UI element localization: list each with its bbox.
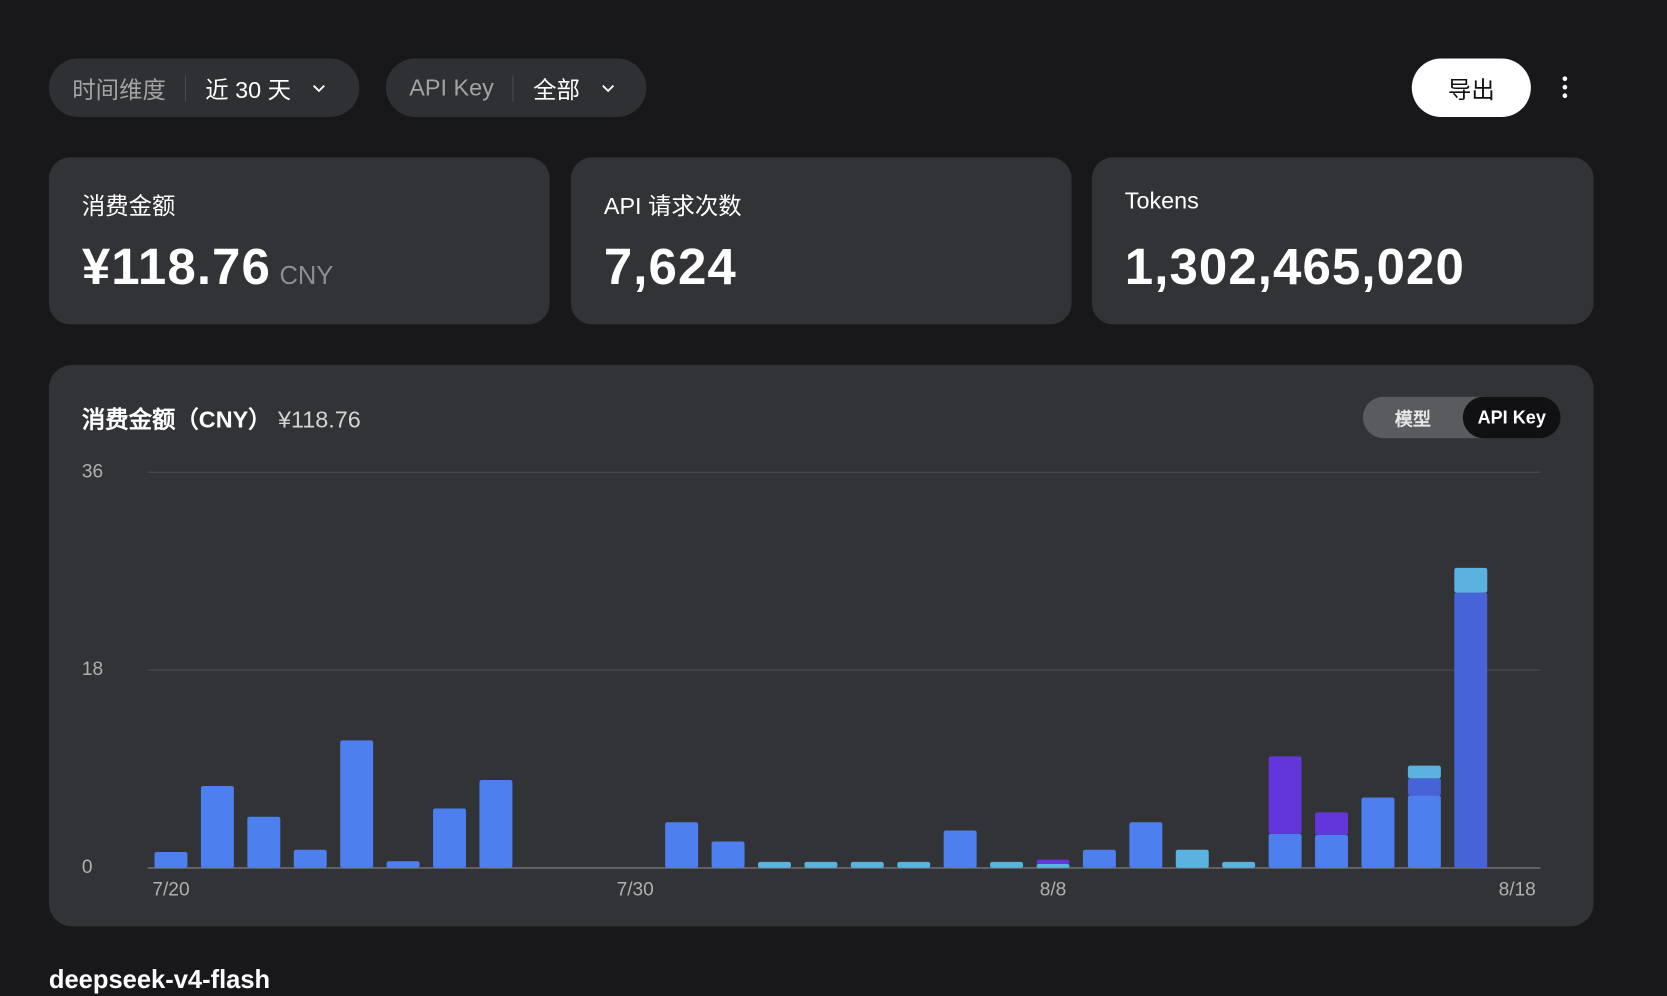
y-tick-label: 36 [82, 461, 103, 482]
stat-card: Tokens 1,302,465,020 [1091, 157, 1594, 325]
bar-segment [711, 841, 745, 868]
x-tick-label: 8/18 [1499, 879, 1536, 900]
bar-segment [386, 861, 420, 868]
stat-card: 消费金额 ¥118.76 CNY [48, 157, 550, 325]
bar-segment [1361, 797, 1395, 868]
y-tick-label: 0 [82, 857, 93, 878]
stat-value: 7,624 [603, 239, 737, 296]
bar-segment [247, 816, 281, 868]
stat-value-row: ¥118.76 CNY [82, 238, 333, 296]
bar-segment [1315, 812, 1349, 835]
bar-segment [1082, 849, 1116, 868]
stat-value: 1,302,465,020 [1124, 239, 1465, 296]
stat-label: API 请求次数 [603, 192, 742, 220]
divider [512, 74, 514, 101]
time-filter[interactable]: 时间维度 近 30 天 [48, 58, 360, 117]
view-toggle: 模型 API Key [1362, 396, 1561, 439]
bar-segment [665, 822, 699, 868]
bar-segment [1315, 834, 1349, 868]
bar-segment [293, 849, 327, 868]
bar-segment [479, 779, 513, 868]
bar-segment [1222, 861, 1256, 868]
bar-segment [1268, 833, 1302, 868]
chevron [601, 84, 614, 92]
divider [184, 74, 187, 101]
chart-heading: 消费金额（CNY） ¥118.76 [82, 401, 361, 435]
bar-segment [1036, 864, 1070, 868]
key-filter[interactable]: API Key 全部 [385, 58, 647, 117]
bar-segment [1407, 795, 1441, 868]
chart-card: 消费金额（CNY） ¥118.76 模型 API Key 0 18 36 7/20 7/30… [48, 364, 1594, 927]
bar-segment [757, 861, 791, 868]
filter-value: 全部 [533, 76, 580, 103]
bar-segment [1454, 567, 1488, 593]
bar-segment [1268, 756, 1302, 834]
y-tick-label: 18 [82, 659, 103, 680]
bar-segment [200, 786, 234, 868]
more-menu[interactable] [1554, 72, 1575, 102]
stat-label: 消费金额 [81, 192, 176, 220]
chart-title: 消费金额（CNY） [81, 406, 272, 433]
bar-segment [990, 861, 1024, 868]
toggle-option[interactable]: API Key [1462, 396, 1561, 439]
x-tick-label: 8/8 [1040, 879, 1067, 900]
bar-segment [1407, 778, 1441, 796]
stat-value: ¥118.76 [81, 239, 271, 296]
x-tick-label: 7/30 [617, 879, 654, 900]
bar-segment [804, 861, 838, 868]
bar-segment [897, 861, 931, 868]
bar-segment [1407, 765, 1441, 779]
bar-segment [943, 830, 977, 868]
bar-segment [154, 851, 188, 868]
filter-value: 近 30 天 [205, 76, 291, 103]
filter-label: API Key [409, 73, 494, 101]
chart: 0 18 36 7/20 7/30 8/8 8/18 [82, 461, 1541, 900]
bar-segment [1036, 859, 1070, 865]
export-button[interactable]: 导出 [1411, 58, 1531, 117]
toggle-option[interactable]: 模型 [1394, 409, 1431, 430]
bar-segment [1454, 592, 1488, 868]
bar-segment [850, 861, 884, 868]
bar-segment [433, 808, 466, 868]
bar-segment [1129, 822, 1163, 868]
bar-segment [1175, 849, 1209, 868]
filter-label: 时间维度 [72, 76, 166, 103]
x-tick-label: 7/20 [152, 879, 189, 900]
section-title: deepseek-v4-flash [48, 965, 271, 995]
bar-segment [340, 740, 374, 868]
chart-subtitle: ¥118.76 [277, 406, 361, 433]
stat-unit: CNY [279, 261, 334, 291]
stat-label: Tokens [1124, 187, 1199, 214]
chevron [312, 84, 325, 92]
stat-card: API 请求次数 7,624 [570, 157, 1072, 325]
